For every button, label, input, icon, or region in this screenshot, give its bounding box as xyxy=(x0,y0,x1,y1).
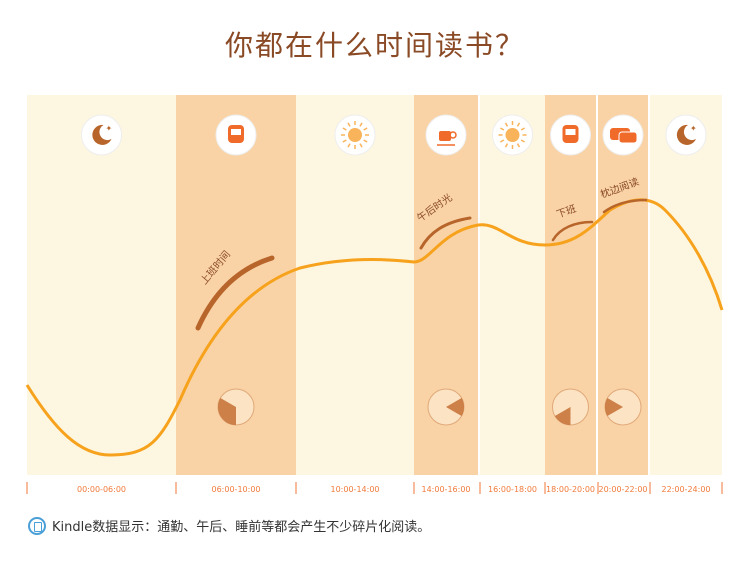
period-column xyxy=(650,95,722,475)
period-label: 10:00-14:00 xyxy=(331,485,380,494)
footer-text: Kindle数据显示：通勤、午后、睡前等都会产生不少碎片化阅读。 xyxy=(52,520,431,535)
coffee-icon xyxy=(425,114,467,156)
moon-icon: ✦ xyxy=(665,114,707,156)
bus-icon xyxy=(550,114,591,156)
footer-note: Kindle数据显示：通勤、午后、睡前等都会产生不少碎片化阅读。 xyxy=(28,516,430,535)
period-label: 20:00-22:00 xyxy=(599,485,648,494)
annotation-arrow xyxy=(551,220,594,242)
page-title: 你都在什么时间读书？ xyxy=(224,29,525,62)
period-label: 18:00-20:00 xyxy=(546,485,595,494)
period-label: 22:00-24:00 xyxy=(662,485,711,494)
clock-icon xyxy=(604,388,642,426)
annotation-arrow xyxy=(195,255,275,331)
kindle-icon xyxy=(28,516,46,535)
pillow-icon xyxy=(602,114,644,156)
svg-text:✦: ✦ xyxy=(106,124,113,133)
period-label: 14:00-16:00 xyxy=(422,485,471,494)
period-label: 06:00-10:00 xyxy=(212,485,261,494)
sun-icon xyxy=(334,114,376,156)
period-label: 16:00-18:00 xyxy=(488,485,537,494)
clock-icon xyxy=(552,388,589,426)
moon-icon: ✦ xyxy=(81,114,122,156)
sun-icon xyxy=(492,114,533,156)
period-label: 00:00-06:00 xyxy=(77,485,126,494)
svg-text:✦: ✦ xyxy=(690,124,697,133)
period-column xyxy=(27,95,176,475)
clock-icon xyxy=(427,388,465,426)
annotation-arrow xyxy=(602,198,648,214)
period-column xyxy=(480,95,545,475)
bus-icon xyxy=(215,114,257,156)
period-column xyxy=(296,95,414,475)
annotation-arrow xyxy=(419,216,472,250)
clock-icon xyxy=(217,388,255,426)
